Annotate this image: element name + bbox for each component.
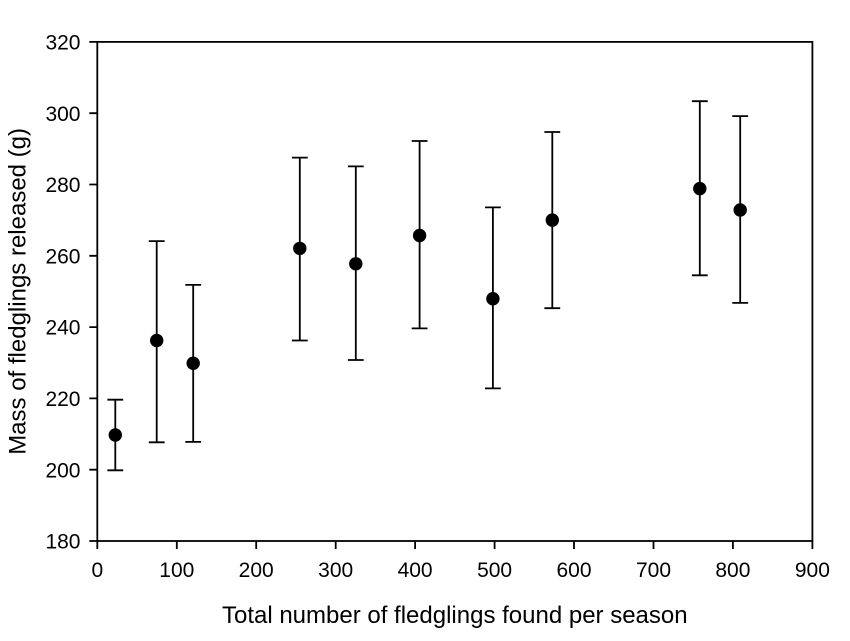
svg-text:600: 600 — [556, 559, 591, 582]
svg-text:Total number of fledglings fou: Total number of fledglings found per sea… — [222, 602, 688, 629]
svg-text:260: 260 — [45, 245, 80, 268]
svg-text:100: 100 — [159, 559, 194, 582]
svg-text:220: 220 — [45, 388, 80, 411]
svg-text:400: 400 — [398, 559, 433, 582]
svg-text:200: 200 — [45, 459, 80, 482]
svg-text:800: 800 — [715, 559, 750, 582]
svg-text:0: 0 — [91, 559, 103, 582]
svg-text:Mass of fledglings released (g: Mass of fledglings released (g) — [4, 128, 31, 455]
svg-text:700: 700 — [636, 559, 671, 582]
svg-text:300: 300 — [318, 559, 353, 582]
svg-text:320: 320 — [45, 32, 80, 55]
svg-text:240: 240 — [45, 317, 80, 340]
svg-text:200: 200 — [239, 559, 274, 582]
svg-text:180: 180 — [45, 531, 80, 554]
svg-text:500: 500 — [477, 559, 512, 582]
svg-text:280: 280 — [45, 174, 80, 197]
svg-text:900: 900 — [795, 559, 830, 582]
svg-text:300: 300 — [45, 103, 80, 126]
